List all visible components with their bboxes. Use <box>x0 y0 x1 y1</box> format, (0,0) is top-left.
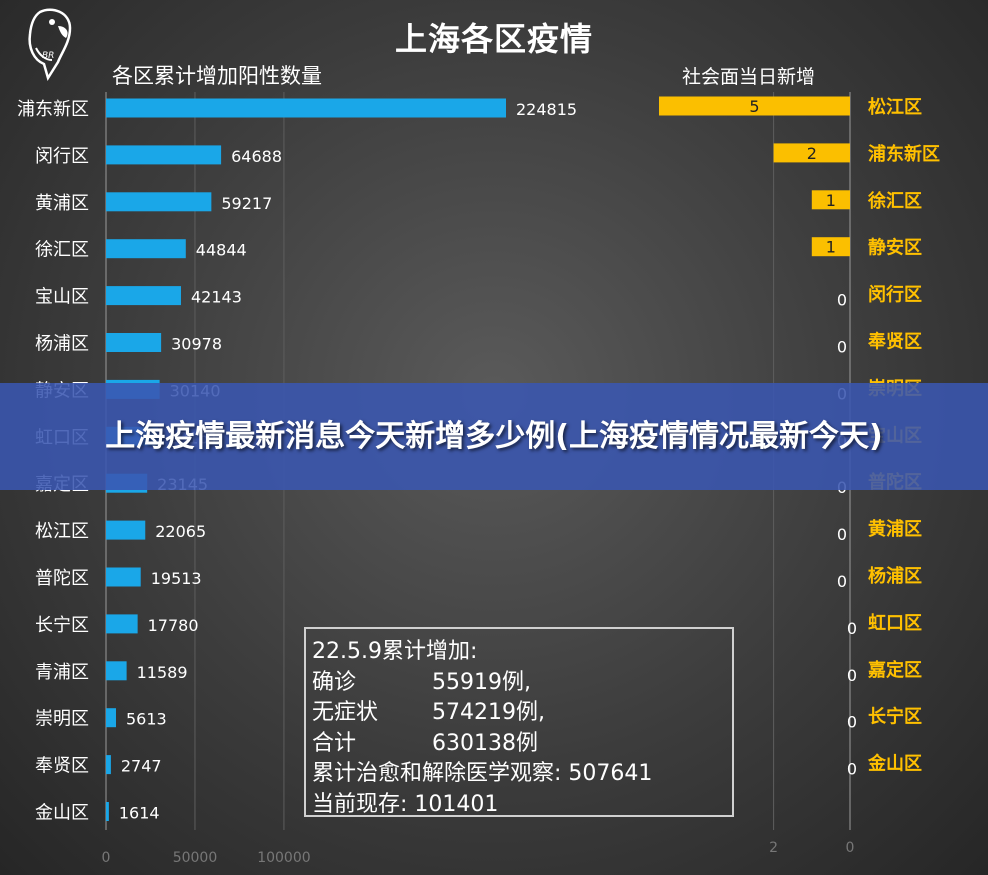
right-category-label: 金山区 <box>867 753 922 775</box>
right-category-label: 静安区 <box>868 237 922 259</box>
right-x-tick-label: 0 <box>846 840 855 856</box>
right-value-label: 0 <box>847 666 857 685</box>
right-value-label: 2 <box>807 144 817 163</box>
summary-value: 574219例, <box>432 700 545 725</box>
right-category-label: 虹口区 <box>868 612 922 634</box>
right-category-label: 杨浦区 <box>868 565 922 587</box>
summary-label: 确诊 <box>312 669 357 695</box>
left-category-label: 宝山区 <box>35 287 89 308</box>
left-value-label: 2747 <box>121 757 162 776</box>
left-chart-title: 各区累计增加阳性数量 <box>112 64 322 88</box>
left-x-tick-label: 100000 <box>257 850 310 866</box>
right-value-label: 0 <box>847 619 857 638</box>
left-value-label: 224815 <box>516 100 577 119</box>
right-category-label: 闵行区 <box>868 284 922 306</box>
right-value-label: 5 <box>749 97 759 116</box>
right-value-label: 0 <box>837 338 847 357</box>
left-bar <box>106 708 116 728</box>
right-category-label: 黄浦区 <box>868 518 922 540</box>
right-value-label: 0 <box>847 713 857 732</box>
summary-row-asymptomatic: 无症状 574219例, <box>312 698 732 729</box>
left-value-label: 30978 <box>171 335 222 354</box>
summary-heading: 22.5.9累计增加: <box>312 639 478 664</box>
left-value-label: 64688 <box>231 147 282 166</box>
left-bar <box>106 239 186 259</box>
left-category-label: 金山区 <box>35 803 89 824</box>
left-bar <box>106 333 162 352</box>
summary-row-total: 合计 630138例 <box>312 729 732 760</box>
left-value-label: 11589 <box>137 663 188 682</box>
left-category-label: 闵行区 <box>35 146 89 167</box>
right-value-label: 1 <box>826 238 836 257</box>
left-category-label: 崇明区 <box>35 709 89 730</box>
left-x-tick-label: 50000 <box>173 850 218 866</box>
left-bar <box>106 755 111 775</box>
left-category-label: 浦东新区 <box>17 99 89 120</box>
right-category-label: 嘉定区 <box>867 659 922 681</box>
left-category-label: 长宁区 <box>35 615 89 636</box>
headline-text: 上海疫情最新消息今天新增多少例(上海疫情情况最新今天) <box>105 418 883 454</box>
left-bar <box>106 802 109 821</box>
summary-current: 当前现存: 101401 <box>312 791 499 817</box>
right-category-label: 浦东新区 <box>868 143 940 165</box>
right-bar <box>773 143 850 163</box>
summary-box: 22.5.9累计增加: 确诊 55919例, 无症状 574219例, 合计 6301… <box>304 627 734 817</box>
left-category-label: 松江区 <box>35 521 89 542</box>
left-x-tick-label: 0 <box>102 850 111 866</box>
headline-banner: 上海疫情最新消息今天新增多少例(上海疫情情况最新今天) <box>0 383 988 490</box>
left-value-label: 5613 <box>126 710 167 729</box>
left-value-label: 44844 <box>196 241 247 260</box>
right-value-label: 0 <box>847 760 857 779</box>
right-bar <box>659 96 850 116</box>
left-category-label: 普陀区 <box>35 568 89 589</box>
right-bar <box>811 237 850 257</box>
left-bar <box>106 614 138 634</box>
left-bar <box>106 567 141 587</box>
right-value-label: 0 <box>837 572 847 591</box>
left-category-label: 黄浦区 <box>35 193 89 214</box>
summary-value: 55919例, <box>432 669 531 695</box>
right-category-label: 奉贤区 <box>867 331 922 353</box>
summary-row-confirmed: 确诊 55919例, <box>312 668 732 699</box>
left-value-label: 42143 <box>191 288 242 307</box>
summary-label: 无症状 <box>312 700 379 725</box>
left-bar <box>106 286 181 306</box>
right-value-label: 0 <box>837 291 847 310</box>
left-value-label: 59217 <box>221 194 272 213</box>
right-category-label: 徐汇区 <box>867 190 922 212</box>
parrot-logo-icon: BR <box>18 4 82 84</box>
right-x-tick-label: 2 <box>769 840 778 856</box>
left-category-label: 徐汇区 <box>35 240 89 261</box>
left-bar <box>106 98 506 118</box>
left-value-label: 19513 <box>151 569 202 588</box>
left-category-label: 奉贤区 <box>35 756 89 777</box>
left-value-label: 22065 <box>155 522 206 541</box>
logo-text: BR <box>42 51 54 61</box>
left-value-label: 17780 <box>148 616 199 635</box>
summary-label: 合计 <box>312 730 357 756</box>
left-category-label: 杨浦区 <box>35 334 89 355</box>
page-title: 上海各区疫情 <box>394 20 593 58</box>
right-bar <box>811 190 850 210</box>
summary-recovered: 累计治愈和解除医学观察: 507641 <box>312 761 653 786</box>
right-value-label: 0 <box>837 525 847 544</box>
right-value-label: 1 <box>826 191 836 210</box>
right-category-label: 长宁区 <box>868 706 922 728</box>
left-value-label: 1614 <box>119 804 160 823</box>
left-bar <box>106 145 222 165</box>
left-bar <box>106 192 212 212</box>
left-bar <box>106 661 127 681</box>
right-category-label: 松江区 <box>868 96 922 118</box>
left-bar <box>106 520 146 540</box>
summary-value: 630138例 <box>432 730 538 756</box>
left-category-label: 青浦区 <box>35 662 89 683</box>
right-chart-title: 社会面当日新增 <box>682 66 816 88</box>
